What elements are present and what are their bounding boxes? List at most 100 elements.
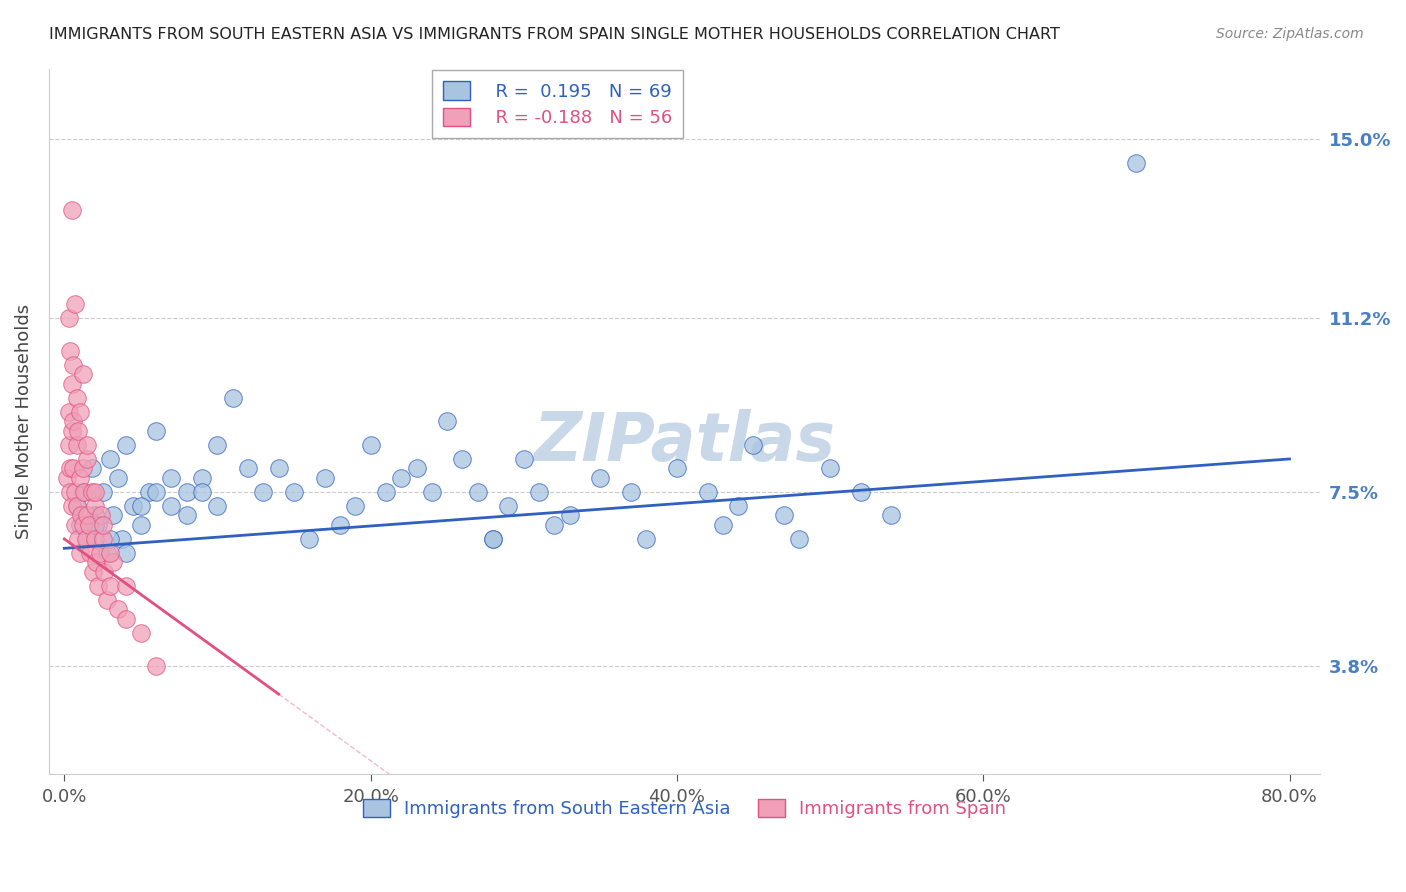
Point bbox=[527, 484, 550, 499]
Point bbox=[498, 499, 520, 513]
Point bbox=[114, 579, 136, 593]
Point bbox=[222, 391, 245, 405]
Point bbox=[467, 484, 489, 499]
Point bbox=[114, 612, 136, 626]
Point bbox=[93, 565, 115, 579]
Point bbox=[620, 484, 643, 499]
Point bbox=[344, 499, 367, 513]
Point bbox=[696, 484, 718, 499]
Point bbox=[82, 565, 104, 579]
Point bbox=[72, 461, 94, 475]
Point bbox=[405, 461, 427, 475]
Point bbox=[880, 508, 903, 523]
Point bbox=[91, 517, 114, 532]
Point bbox=[1125, 155, 1147, 169]
Text: Source: ZipAtlas.com: Source: ZipAtlas.com bbox=[1216, 27, 1364, 41]
Point bbox=[207, 499, 229, 513]
Point bbox=[58, 438, 80, 452]
Point bbox=[160, 471, 183, 485]
Point bbox=[89, 546, 111, 560]
Point bbox=[69, 405, 91, 419]
Point bbox=[727, 499, 749, 513]
Point bbox=[665, 461, 688, 475]
Point bbox=[436, 414, 458, 428]
Point bbox=[98, 579, 121, 593]
Point bbox=[129, 626, 152, 640]
Text: IMMIGRANTS FROM SOUTH EASTERN ASIA VS IMMIGRANTS FROM SPAIN SINGLE MOTHER HOUSEH: IMMIGRANTS FROM SOUTH EASTERN ASIA VS IM… bbox=[49, 27, 1060, 42]
Point bbox=[63, 296, 86, 310]
Point bbox=[191, 484, 214, 499]
Point bbox=[86, 556, 108, 570]
Point bbox=[69, 517, 91, 532]
Point bbox=[849, 484, 872, 499]
Point bbox=[96, 546, 118, 560]
Point bbox=[67, 424, 90, 438]
Point bbox=[482, 532, 505, 546]
Point bbox=[145, 484, 167, 499]
Y-axis label: Single Mother Households: Single Mother Households bbox=[15, 304, 32, 539]
Legend: Immigrants from South Eastern Asia, Immigrants from Spain: Immigrants from South Eastern Asia, Immi… bbox=[356, 791, 1014, 825]
Point bbox=[58, 310, 80, 325]
Point bbox=[138, 484, 160, 499]
Point bbox=[711, 517, 734, 532]
Point bbox=[91, 532, 114, 546]
Point bbox=[773, 508, 796, 523]
Point bbox=[60, 499, 83, 513]
Point bbox=[65, 438, 87, 452]
Point bbox=[65, 499, 87, 513]
Point bbox=[69, 546, 91, 560]
Point bbox=[252, 484, 274, 499]
Point bbox=[75, 532, 97, 546]
Point bbox=[636, 532, 658, 546]
Point bbox=[87, 579, 110, 593]
Point bbox=[513, 452, 536, 467]
Point bbox=[298, 532, 321, 546]
Point bbox=[374, 484, 396, 499]
Point bbox=[543, 517, 565, 532]
Point bbox=[129, 499, 152, 513]
Point bbox=[79, 546, 101, 560]
Point bbox=[76, 452, 98, 467]
Point bbox=[76, 438, 98, 452]
Point bbox=[96, 593, 118, 607]
Point bbox=[72, 484, 94, 499]
Point bbox=[789, 532, 811, 546]
Point bbox=[84, 499, 107, 513]
Point bbox=[314, 471, 336, 485]
Point bbox=[87, 517, 110, 532]
Point bbox=[59, 343, 82, 358]
Point bbox=[72, 368, 94, 382]
Point bbox=[742, 438, 765, 452]
Point bbox=[84, 484, 107, 499]
Point bbox=[60, 424, 83, 438]
Point bbox=[77, 517, 100, 532]
Point bbox=[62, 461, 84, 475]
Point bbox=[72, 517, 94, 532]
Point bbox=[58, 405, 80, 419]
Point bbox=[176, 508, 198, 523]
Point bbox=[283, 484, 305, 499]
Point bbox=[67, 532, 90, 546]
Point bbox=[107, 471, 129, 485]
Point bbox=[98, 452, 121, 467]
Point bbox=[63, 517, 86, 532]
Point bbox=[236, 461, 259, 475]
Point bbox=[98, 546, 121, 560]
Point bbox=[103, 508, 125, 523]
Point bbox=[70, 508, 93, 523]
Point bbox=[451, 452, 474, 467]
Point bbox=[207, 438, 229, 452]
Point bbox=[191, 471, 214, 485]
Point bbox=[107, 602, 129, 616]
Point bbox=[90, 508, 112, 523]
Point bbox=[63, 484, 86, 499]
Point bbox=[65, 391, 87, 405]
Point bbox=[818, 461, 841, 475]
Point bbox=[329, 517, 352, 532]
Point bbox=[62, 358, 84, 372]
Point bbox=[76, 508, 98, 523]
Point bbox=[589, 471, 612, 485]
Point bbox=[145, 424, 167, 438]
Point bbox=[80, 461, 103, 475]
Point bbox=[267, 461, 290, 475]
